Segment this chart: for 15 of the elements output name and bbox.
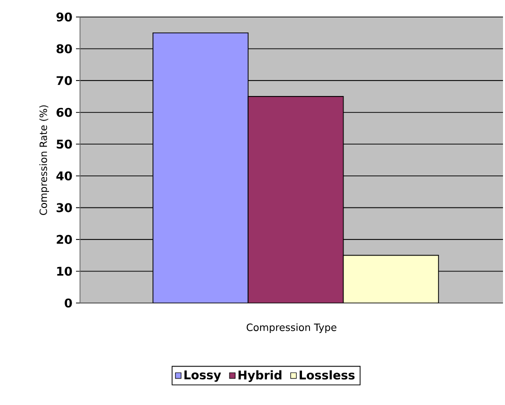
y-tick-label: 30 bbox=[56, 203, 72, 212]
y-axis-title: Compression Rate (%) bbox=[39, 105, 50, 215]
y-tick-label: 40 bbox=[56, 171, 72, 180]
y-tick-label: 10 bbox=[57, 266, 72, 276]
y-tick-label: 60 bbox=[56, 108, 72, 117]
y-tick-label: 70 bbox=[56, 76, 72, 86]
legend-label: Lossy bbox=[184, 370, 222, 382]
y-tick-label: 90 bbox=[56, 12, 72, 22]
y-tick-label: 80 bbox=[56, 44, 72, 54]
legend-label: Hybrid bbox=[238, 370, 282, 382]
y-tick-label: 20 bbox=[56, 234, 72, 244]
legend-label: Lossless bbox=[300, 370, 355, 380]
x-axis-title: Compression Type bbox=[246, 323, 336, 334]
y-tick-label: 50 bbox=[56, 140, 72, 149]
y-tick-label: 0 bbox=[64, 298, 72, 308]
